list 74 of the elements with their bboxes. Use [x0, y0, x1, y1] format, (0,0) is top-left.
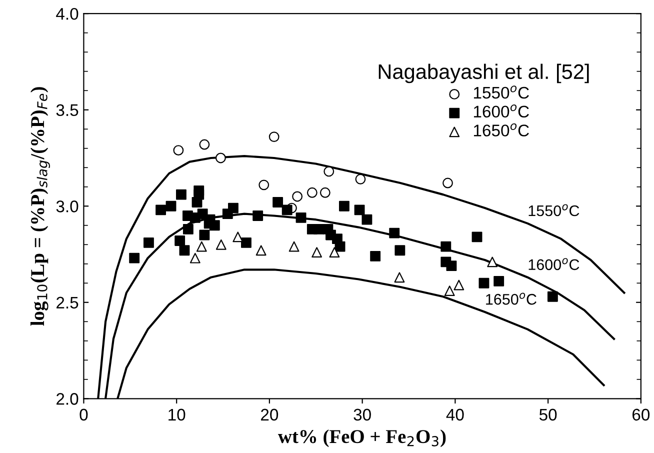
point	[394, 245, 406, 256]
point	[324, 166, 334, 177]
x-tick-label: 40	[446, 408, 464, 421]
point	[389, 228, 400, 238]
point	[215, 152, 226, 164]
point	[256, 245, 266, 256]
point	[216, 239, 226, 250]
legend-title: Nagabayashi et al. [52]	[378, 64, 589, 84]
point	[440, 241, 452, 252]
point	[209, 220, 220, 231]
point	[288, 241, 300, 252]
point	[442, 178, 453, 188]
point	[446, 260, 457, 272]
point	[338, 200, 350, 212]
point	[194, 189, 204, 200]
point	[306, 187, 318, 198]
x-tick-label: 10	[168, 408, 186, 421]
point	[268, 132, 280, 142]
point	[199, 139, 210, 150]
x-axis-title: wt% (FeO + Fe$_{2}$O$_{3}$)	[278, 429, 446, 448]
point	[129, 252, 140, 264]
point	[282, 204, 292, 216]
point	[355, 174, 366, 184]
point	[362, 214, 372, 225]
point	[179, 245, 190, 256]
y-tick-label: 2.5	[56, 296, 78, 309]
point	[258, 180, 270, 190]
y-tick-label: 3.0	[56, 200, 78, 212]
point	[292, 191, 303, 202]
x-tick-label: 20	[261, 408, 278, 421]
point	[174, 236, 186, 246]
series-label: 1600$^{o}$C	[528, 258, 580, 270]
legend-label: 1650$^{o}$C	[474, 123, 529, 136]
point	[478, 278, 490, 288]
point	[176, 189, 186, 200]
point	[296, 212, 306, 223]
y-tick-label: 3.5	[56, 104, 78, 116]
point	[354, 204, 365, 216]
point	[156, 204, 166, 216]
legend-label: 1550$^{o}$C	[474, 86, 529, 99]
point	[166, 200, 176, 212]
y-tick-label: 2.0	[56, 393, 78, 405]
point	[252, 210, 264, 221]
point	[190, 252, 200, 264]
point	[144, 237, 154, 248]
series-label: 1650$^{o}$C	[486, 292, 536, 305]
point	[232, 232, 244, 242]
point	[182, 224, 194, 234]
x-tick-label: 30	[354, 408, 371, 421]
point	[370, 250, 381, 262]
legend-label: 1600$^{o}$C	[474, 104, 529, 118]
x-tick-label: 50	[539, 408, 557, 421]
point	[173, 145, 184, 156]
point	[329, 247, 340, 258]
point	[241, 237, 252, 248]
point	[272, 197, 284, 208]
point	[444, 286, 455, 296]
point	[320, 187, 330, 198]
point	[196, 241, 207, 252]
point	[454, 280, 464, 290]
point	[312, 247, 322, 258]
series-label: 1550$^{o}$C	[528, 204, 580, 216]
point	[487, 256, 498, 268]
point	[394, 272, 405, 283]
point	[472, 232, 482, 242]
point	[228, 202, 238, 214]
y-tick-label: 4.0	[56, 8, 78, 20]
y-axis-title: log$_{10}$(Lp = (%P)$_{slag}$/(%P)$_{Fe}$)	[30, 87, 50, 326]
x-tick-label: 0	[80, 408, 88, 421]
point	[494, 276, 504, 286]
x-tick-label: 60	[632, 408, 650, 421]
point	[334, 241, 346, 252]
point	[199, 230, 210, 240]
point	[547, 291, 558, 302]
